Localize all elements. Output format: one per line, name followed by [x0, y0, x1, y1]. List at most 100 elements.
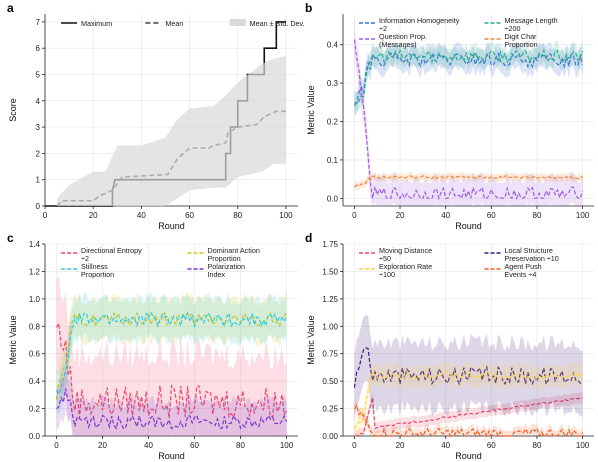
legend-label-line: Digit Char: [505, 32, 538, 41]
legend-label: Local Structure Preservation ÷10: [505, 246, 559, 263]
y-axis-label: Score: [8, 98, 18, 122]
x-axis-label: Round: [455, 451, 482, 461]
y-tick-label: 0.8: [29, 322, 41, 331]
legend-label-line: ÷50: [379, 254, 391, 263]
series-line: [55, 321, 287, 419]
series-band: [56, 368, 287, 436]
legend-swatch: [229, 19, 246, 26]
x-tick-label: 60: [487, 211, 496, 220]
series-band: [354, 361, 583, 436]
series-line: [353, 371, 583, 429]
legend-label: Mean ± Std. Dev.: [250, 19, 305, 28]
legend-label-line: Proportion: [505, 40, 538, 49]
series-line: [56, 388, 288, 430]
legend-label: Mean: [165, 19, 183, 28]
y-tick-label: 1.2: [29, 267, 41, 276]
panel-b: b 0.0 0.1 0.2 0.3 0.4 0 20 40 60 80 100 Round Metric …: [305, 1, 594, 231]
x-tick-label: 0: [352, 441, 357, 450]
y-tick-label: 2: [36, 149, 41, 158]
y-tick-label: 4: [36, 97, 41, 106]
y-tick-label: 0.2: [327, 118, 339, 127]
legend-label: Stillness Proportion: [81, 262, 114, 279]
series-band: [56, 292, 287, 415]
x-tick-label: 100: [576, 441, 590, 450]
legend-label-line: Local Structure: [505, 246, 553, 255]
y-tick-label: 0.0: [327, 194, 339, 203]
legend-label-line: Directional Entropy: [81, 246, 142, 255]
x-tick-label: 20: [396, 211, 405, 220]
y-tick-label: 0.75: [322, 350, 338, 359]
legend-label-line: ÷100: [379, 270, 395, 279]
series-line: [55, 310, 288, 396]
x-tick-label: 80: [533, 441, 542, 450]
series-band: [354, 40, 583, 116]
legend-label-line: Message Length: [505, 16, 558, 25]
legend-label-line: Stillness: [81, 262, 108, 271]
y-tick-label: 0.50: [322, 377, 338, 386]
y-axis-label: Metric Value: [8, 315, 18, 364]
legend-label-line: ÷2: [379, 24, 387, 33]
y-tick-label: 1.75: [322, 240, 338, 249]
y-tick-label: 0.4: [327, 41, 339, 50]
std-band: [57, 56, 286, 207]
panel-label-b: b: [305, 1, 312, 15]
series-line: [353, 404, 584, 438]
legend-label-line: (Messages): [379, 40, 417, 49]
series-band: [56, 292, 287, 421]
series-line: [354, 51, 584, 105]
legend-label: Polarization Index: [208, 262, 246, 279]
x-axis-label: Round: [158, 221, 185, 231]
x-tick-label: 80: [233, 211, 242, 220]
series-line: [354, 175, 583, 188]
series-band: [56, 275, 287, 436]
x-tick-label: 60: [185, 211, 194, 220]
x-tick-label: 80: [236, 441, 245, 450]
legend-label: Information Homogeneity ÷2: [379, 16, 460, 33]
legend-label: Message Length ÷200: [505, 16, 558, 33]
x-tick-label: 60: [190, 441, 199, 450]
legend-label-line: Dominant Action: [208, 246, 260, 255]
y-tick-label: 0.6: [29, 350, 41, 359]
series-line: [353, 48, 584, 107]
x-axis-label: Round: [455, 221, 482, 231]
legend-label-line: Events ÷4: [505, 270, 537, 279]
legend-label: Maximum: [81, 19, 112, 28]
y-tick-label: 1.25: [322, 295, 338, 304]
y-tick-label: 1: [36, 176, 41, 185]
x-tick-label: 0: [54, 441, 59, 450]
panel-label-c: c: [7, 231, 14, 245]
x-tick-label: 20: [98, 441, 107, 450]
y-tick-label: 0.2: [29, 405, 41, 414]
series-band: [354, 24, 583, 207]
legend-label-line: Preservation ÷10: [505, 254, 559, 263]
legend-label-line: Proportion: [81, 270, 114, 279]
x-tick-label: 80: [533, 211, 542, 220]
legend-label: Question Prop. (Messages): [379, 32, 427, 49]
legend-label-line: Index: [208, 270, 226, 279]
series-band: [354, 400, 583, 436]
panel-c: c 0.0 0.2 0.4 0.6 0.8 1.0 1.2 1.4 0 20 40 60 80 100 Rou…: [7, 231, 298, 461]
y-tick-label: 6: [36, 44, 41, 53]
x-tick-label: 100: [576, 211, 590, 220]
legend-label-line: Information Homogeneity: [379, 16, 460, 25]
x-tick-label: 60: [487, 441, 496, 450]
y-tick-label: 0.25: [322, 405, 338, 414]
legend-label-line: Question Prop.: [379, 32, 427, 41]
panel-a: a 0 1 2 3 4 5 6 7 0 20 40 60 80 100 Round Score Maximum Me…: [7, 1, 305, 231]
legend-label-line: ÷200: [505, 24, 521, 33]
y-tick-label: 7: [36, 18, 41, 27]
legend-label-line: Moving Distance: [379, 246, 432, 255]
y-tick-label: 0: [36, 202, 41, 211]
y-tick-label: 1.4: [29, 240, 41, 249]
x-tick-label: 0: [352, 211, 357, 220]
legend-label-line: Proportion: [208, 254, 241, 263]
y-tick-label: 3: [36, 123, 41, 132]
y-tick-label: 0.4: [29, 377, 41, 386]
y-axis-label: Metric Value: [306, 315, 316, 364]
series-band: [354, 391, 583, 436]
x-tick-label: 40: [137, 211, 146, 220]
y-tick-label: 0.3: [327, 79, 339, 88]
y-tick-label: 5: [36, 70, 41, 79]
series-line: [354, 397, 583, 437]
